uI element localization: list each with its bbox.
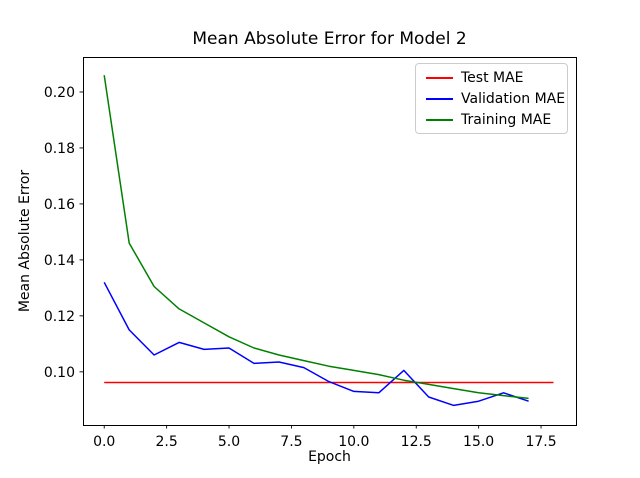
x-tick-label: 7.5 [280,434,302,450]
x-axis-label: Epoch [308,449,351,465]
x-tick-label: 17.5 [525,434,556,450]
legend-item-validation-mae: Validation MAE [426,88,567,109]
axes-frame [83,57,577,426]
legend: Test MAE Validation MAE Training MAE [415,63,568,134]
test-mae-line-swatch [426,76,453,79]
legend-item-test-mae: Test MAE [426,67,567,88]
training-mae-line-swatch [426,118,453,121]
validation-mae-line [103,281,529,407]
x-tick-label: 2.5 [155,434,177,450]
y-axis-label: Mean Absolute Error [17,169,33,313]
y-tick-label: 0.16 [44,197,75,213]
x-tick-label: 0.0 [93,434,115,450]
legend-label: Validation MAE [461,90,566,107]
y-tick-label: 0.20 [44,85,75,101]
y-tick-label: 0.18 [44,141,75,157]
validation-mae-line-swatch [426,97,453,100]
legend-label: Test MAE [461,69,524,86]
y-tick-label: 0.12 [44,309,75,325]
x-tick-label: 15.0 [463,434,494,450]
y-tick-label: 0.14 [44,253,75,269]
x-tick-label: 5.0 [218,434,240,450]
x-tick-label: 12.5 [401,434,432,450]
x-tick-label: 10.0 [338,434,369,450]
training-mae-line [103,75,529,400]
legend-item-training-mae: Training MAE [426,109,567,130]
chart-title: Mean Absolute Error for Model 2 [192,29,467,49]
legend-label: Training MAE [461,111,552,128]
y-tick-label: 0.10 [44,365,75,381]
